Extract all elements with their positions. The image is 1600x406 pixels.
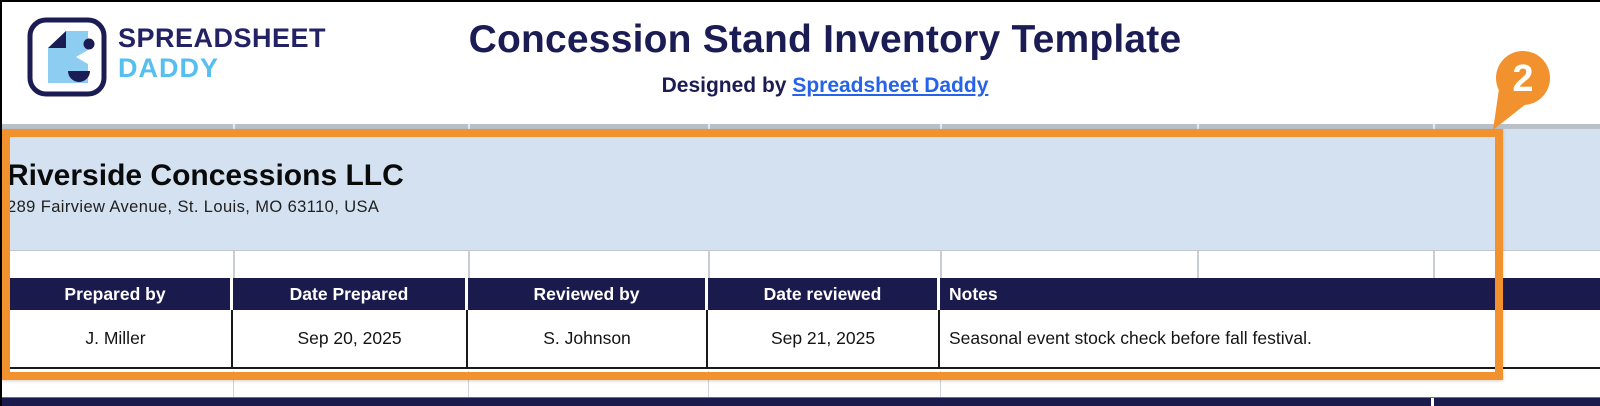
column-tick	[1433, 124, 1435, 129]
annotation-marker-2: 2	[1490, 50, 1554, 132]
gridline	[233, 371, 234, 397]
cell-reviewed-by[interactable]: S. Johnson	[468, 310, 708, 367]
designed-by-line: Designed by Spreadsheet Daddy	[50, 74, 1600, 98]
brand-name-top: SPREADSHEET	[118, 23, 327, 53]
column-tick	[468, 124, 470, 129]
brand-wordmark[interactable]: SPREADSHEET DADDY	[118, 23, 327, 83]
brand-name-bottom: DADDY	[118, 52, 220, 83]
column-tick	[708, 124, 710, 129]
gridline	[1197, 251, 1199, 278]
column-tick	[1197, 124, 1199, 129]
header-cell-date-prepared[interactable]: Date Prepared	[233, 278, 468, 310]
company-address: 289 Fairview Avenue, St. Louis, MO 63110…	[7, 198, 380, 216]
gridline	[708, 371, 709, 397]
face-document-icon	[27, 17, 107, 97]
company-name: Riverside Concessions LLC	[7, 159, 404, 192]
header-cell-date-reviewed[interactable]: Date reviewed	[708, 278, 940, 310]
cell-prepared-by[interactable]: J. Miller	[0, 310, 233, 367]
gridline	[233, 251, 235, 278]
spreadsheet-daddy-logo[interactable]	[26, 16, 108, 98]
header-cell-reviewed-by[interactable]: Reviewed by	[468, 278, 708, 310]
meta-table-data-row: J. Miller Sep 20, 2025 S. Johnson Sep 21…	[0, 310, 1600, 369]
spreadsheet-daddy-link[interactable]: Spreadsheet Daddy	[792, 74, 989, 97]
empty-spreadsheet-row[interactable]	[0, 250, 1600, 278]
next-section-header-bar	[0, 397, 1600, 406]
marker-number: 2	[1512, 58, 1533, 100]
cell-notes[interactable]: Seasonal event stock check before fall f…	[949, 328, 1312, 348]
meta-table-header-row: Prepared by Date Prepared Reviewed by Da…	[0, 278, 1600, 310]
designed-by-label: Designed by	[661, 74, 793, 97]
screenshot-left-border	[0, 0, 2, 406]
gridline	[940, 251, 942, 278]
gridline	[468, 251, 470, 278]
map-pin-icon: 2	[1493, 51, 1550, 130]
gridline	[940, 371, 941, 397]
page-title: Concession Stand Inventory Template	[468, 18, 1182, 61]
cell-date-reviewed[interactable]: Sep 21, 2025	[708, 310, 940, 367]
column-gap	[1431, 398, 1434, 406]
company-header-band[interactable]: Riverside Concessions LLC 289 Fairview A…	[0, 129, 1600, 250]
empty-spreadsheet-row-bottom[interactable]	[0, 371, 1600, 397]
header-cell-prepared-by[interactable]: Prepared by	[0, 278, 233, 310]
column-tick	[233, 124, 235, 129]
screenshot-top-border	[0, 0, 1600, 2]
cell-date-prepared[interactable]: Sep 20, 2025	[233, 310, 468, 367]
header-cell-notes[interactable]: Notes	[949, 283, 998, 304]
spreadsheet-row-divider	[0, 124, 1600, 129]
gridline	[708, 251, 710, 278]
gridline	[468, 371, 469, 397]
column-tick	[940, 124, 942, 129]
gridline	[1433, 251, 1435, 278]
